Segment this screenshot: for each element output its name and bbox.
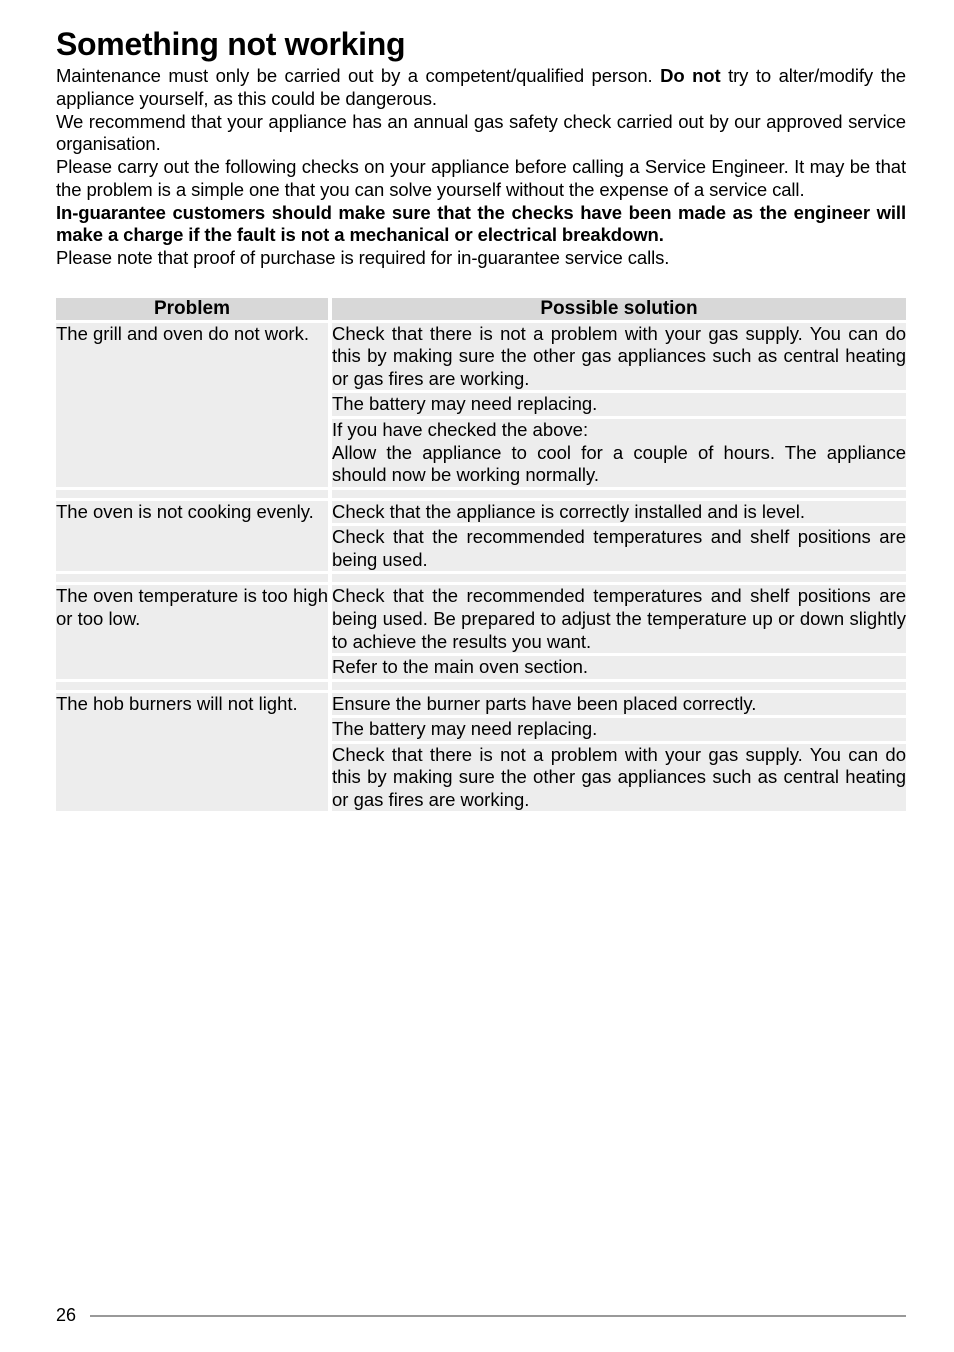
table-solution-cell: Check that the recommended temperatures …	[332, 585, 906, 653]
page-title: Something not working	[56, 26, 906, 63]
page-footer: 26	[56, 1305, 906, 1326]
table-solution-cell: Check that the recommended temperatures …	[332, 526, 906, 571]
col-header-problem: Problem	[56, 298, 328, 320]
intro-p1: Maintenance must only be carried out by …	[56, 65, 906, 111]
intro-p1-bold: Do not	[660, 65, 720, 86]
table-solution-cell: Check that the appliance is correctly in…	[332, 501, 906, 524]
table-problem-cell	[56, 744, 328, 812]
intro-p2: We recommend that your appliance has an …	[56, 111, 906, 157]
table-solution-cell: Ensure the burner parts have been placed…	[332, 693, 906, 716]
table-problem-cell: The oven is not cooking evenly.	[56, 501, 328, 524]
table-solution-cell: Refer to the main oven section.	[332, 656, 906, 679]
table-solution-cell: Check that there is not a problem with y…	[332, 323, 906, 391]
table-problem-cell: The oven temperature is too high or too …	[56, 585, 328, 653]
table-solution-cell: Check that there is not a problem with y…	[332, 744, 906, 812]
troubleshoot-table: ProblemPossible solutionThe grill and ov…	[56, 298, 906, 812]
table-problem-cell: The grill and oven do not work.	[56, 323, 328, 391]
intro-p1a: Maintenance must only be carried out by …	[56, 65, 660, 86]
intro-block: Maintenance must only be carried out by …	[56, 65, 906, 270]
table-problem-cell	[56, 419, 328, 487]
intro-p3: Please carry out the following checks on…	[56, 156, 906, 202]
intro-p4-bold: In-guarantee customers should make sure …	[56, 202, 906, 246]
intro-p4: In-guarantee customers should make sure …	[56, 202, 906, 248]
col-header-solution: Possible solution	[332, 298, 906, 320]
table-problem-cell	[56, 718, 328, 741]
table-problem-cell	[56, 656, 328, 679]
intro-p5: Please note that proof of purchase is re…	[56, 247, 906, 270]
table-problem-cell	[56, 526, 328, 571]
table-problem-cell: The hob burners will not light.	[56, 693, 328, 716]
table-solution-cell: The battery may need replacing.	[332, 393, 906, 416]
table-solution-cell: The battery may need replacing.	[332, 718, 906, 741]
page-number: 26	[56, 1305, 76, 1326]
table-solution-cell: If you have checked the above:Allow the …	[332, 419, 906, 487]
table-problem-cell	[56, 393, 328, 416]
footer-rule	[90, 1315, 906, 1317]
